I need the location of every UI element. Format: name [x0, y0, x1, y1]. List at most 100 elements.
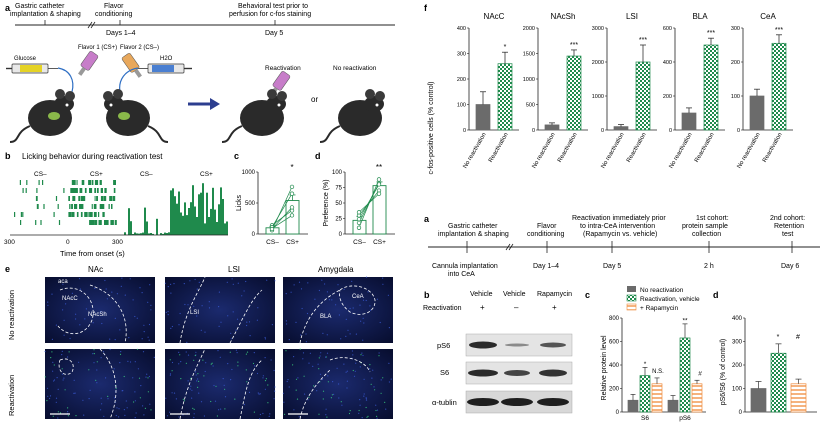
- y-tick-label: 400: [609, 363, 620, 369]
- y-tick-label: 100: [731, 94, 740, 100]
- row-label-no-reactivation: No reactivation: [7, 290, 16, 340]
- cell-dot: [190, 388, 191, 389]
- cell-dot: [57, 417, 58, 418]
- lick-mark: [14, 212, 15, 217]
- inset-bla: BLA: [320, 314, 331, 320]
- cell-dot: [135, 400, 136, 401]
- cell-dot: [148, 337, 149, 338]
- cell-dot: [307, 282, 308, 283]
- step-line: (Rapamycin vs. vehicle): [583, 231, 657, 238]
- cell-dot: [375, 405, 376, 406]
- cell-dot: [135, 417, 136, 418]
- cell-dot: [331, 397, 332, 398]
- flavor1-label: Flavor 1 (CS+): [78, 45, 117, 51]
- cell-dot: [354, 376, 355, 377]
- cell-dot: [196, 380, 197, 381]
- cell-dot: [335, 304, 336, 305]
- cell-dot: [117, 293, 118, 294]
- cell-dot: [126, 400, 127, 401]
- cell-dot: [170, 293, 171, 294]
- cell-dot: [197, 289, 198, 290]
- cell-dot: [296, 379, 297, 380]
- cell-dot: [196, 374, 197, 375]
- cell-dot: [213, 385, 214, 386]
- cell-dot: [121, 286, 122, 287]
- cell-dot: [205, 371, 206, 372]
- panel-letter-b-bottom: b: [424, 290, 430, 300]
- cell-dot: [285, 350, 286, 351]
- histogram-bar: [128, 208, 130, 235]
- cell-dot: [360, 354, 361, 355]
- cell-dot: [179, 354, 180, 355]
- lick-mark: [84, 196, 86, 201]
- cell-dot: [51, 351, 52, 352]
- cell-dot: [325, 414, 326, 415]
- cell-dot: [75, 415, 76, 416]
- lick-mark: [89, 220, 90, 225]
- timeline2-2h: 2 h: [704, 263, 714, 270]
- cell-dot: [186, 342, 187, 343]
- y-tick-label: 0: [463, 128, 466, 134]
- cell-dot: [291, 292, 292, 293]
- cell-dot: [172, 392, 173, 393]
- cell-dot: [188, 355, 189, 356]
- lick-mark: [109, 196, 112, 201]
- histogram-bar: [178, 192, 180, 236]
- significance-mark: *: [777, 334, 780, 341]
- lick-mark: [95, 180, 97, 185]
- y-axis-label: Preference (%): [323, 179, 330, 226]
- cell-dot: [362, 417, 363, 418]
- data-point: [377, 183, 381, 187]
- cell-dot: [165, 398, 166, 399]
- bar: [680, 338, 690, 412]
- cell-dot: [198, 381, 199, 382]
- cell-dot: [145, 408, 146, 409]
- cell-dot: [56, 325, 57, 326]
- bar: [751, 389, 766, 413]
- cell-dot: [115, 339, 116, 340]
- cell-dot: [80, 289, 81, 290]
- panel-b-bottom: b Vehicle Vehicle Rapamycin Reactivation…: [423, 290, 572, 413]
- cell-dot: [347, 330, 348, 331]
- cell-dot: [300, 349, 301, 350]
- cell-dot: [133, 401, 134, 402]
- significance-mark: #: [698, 371, 702, 378]
- cell-dot: [186, 351, 187, 352]
- cell-dot: [358, 413, 359, 414]
- cell-dot: [301, 288, 302, 289]
- y-tick-label: 300: [457, 52, 466, 58]
- cell-dot: [201, 401, 202, 402]
- cell-dot: [230, 333, 231, 334]
- cell-dot: [178, 363, 179, 364]
- cell-dot: [254, 365, 255, 366]
- cell-dot: [367, 291, 368, 292]
- chart-title: BLA: [692, 12, 708, 21]
- lick-mark: [79, 204, 81, 209]
- cell-dot: [178, 324, 179, 325]
- histogram-bar: [192, 185, 194, 235]
- cell-dot: [369, 368, 370, 369]
- lick-mark: [102, 212, 104, 217]
- panel-letter-d-bottom: d: [713, 290, 719, 300]
- panel-letter-e: e: [5, 264, 10, 274]
- cell-dot: [203, 375, 204, 376]
- cell-dot: [323, 398, 324, 399]
- micrograph-amygdala-reactivation: [283, 349, 393, 419]
- y-tick-label: 600: [663, 26, 672, 32]
- cell-dot: [254, 412, 255, 413]
- cell-dot: [378, 355, 379, 356]
- cell-dot: [67, 356, 68, 357]
- cell-dot: [274, 398, 275, 399]
- lick-mark: [76, 204, 77, 209]
- lick-mark: [115, 220, 117, 225]
- cell-dot: [79, 324, 80, 325]
- cell-dot: [318, 414, 319, 415]
- flavor2-label: Flavor 2 (CS–): [120, 45, 159, 51]
- cell-dot: [192, 408, 193, 409]
- cell-dot: [382, 278, 383, 279]
- tick-label: 0: [66, 239, 70, 246]
- cell-dot: [94, 288, 95, 289]
- blot-sign: –: [514, 303, 519, 312]
- cell-dot: [62, 368, 63, 369]
- panel-f-ylabel: c-fos-positive cells (% control): [428, 82, 435, 175]
